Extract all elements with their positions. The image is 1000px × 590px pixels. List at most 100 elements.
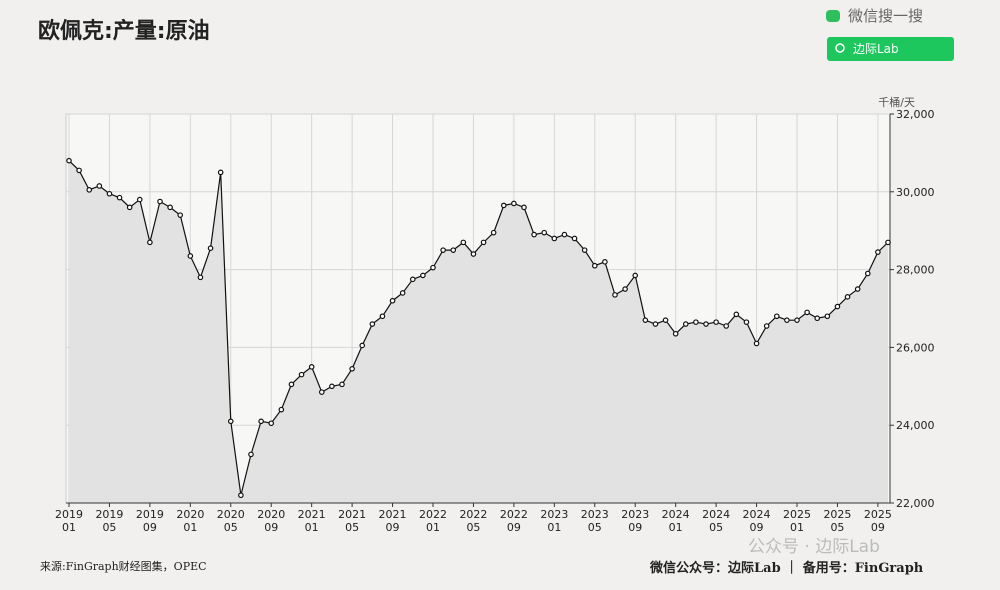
point	[733, 311, 740, 318]
point	[76, 167, 82, 174]
x-tick-label: 2020	[257, 508, 285, 521]
point	[177, 212, 184, 218]
point	[86, 187, 93, 193]
point	[217, 169, 224, 176]
point	[622, 286, 628, 292]
x-tick-label: 05	[224, 521, 238, 534]
x-tick-label: 05	[709, 521, 723, 534]
x-tick-label: 01	[669, 521, 683, 534]
x-tick-label: 01	[790, 521, 804, 534]
point	[318, 389, 325, 395]
point	[693, 319, 699, 325]
x-tick-label: 2024	[702, 508, 730, 521]
source: 来源:FinGraph财经图集，OPEC	[40, 559, 207, 573]
point	[470, 251, 477, 257]
point	[804, 309, 810, 316]
search-button[interactable]	[827, 37, 954, 61]
point	[753, 340, 760, 347]
x-tick-label: 09	[507, 521, 521, 534]
point	[116, 194, 123, 201]
point	[500, 202, 507, 209]
point	[227, 418, 234, 425]
chart-title: 欧佩克:产量:原油	[38, 18, 210, 44]
line	[68, 160, 889, 496]
point	[814, 315, 821, 322]
point	[743, 319, 750, 325]
x-tick-label: 2025	[783, 508, 811, 521]
point	[288, 381, 295, 388]
x-tick-label: 2021	[379, 508, 407, 521]
point	[763, 323, 770, 329]
x-tick-label: 05	[345, 521, 359, 534]
point	[652, 321, 659, 327]
point	[359, 342, 366, 349]
x-tick-label: 2021	[338, 508, 366, 521]
point	[541, 229, 548, 236]
point	[844, 294, 851, 300]
point	[349, 365, 355, 372]
x-tick-label: 05	[830, 521, 844, 534]
point	[723, 323, 730, 329]
point	[440, 247, 446, 253]
point	[248, 451, 254, 458]
x-tick-label: 09	[143, 521, 157, 534]
point	[591, 262, 598, 269]
x-tick-label: 2025	[864, 508, 892, 521]
point	[268, 420, 275, 427]
point	[885, 239, 891, 246]
point	[197, 274, 204, 281]
point	[96, 183, 103, 189]
point	[308, 364, 315, 370]
point	[480, 239, 487, 246]
point	[490, 229, 497, 236]
point	[581, 247, 588, 253]
x-tick-label: 2024	[662, 508, 690, 521]
x-tick-label: 01	[547, 521, 561, 534]
point	[136, 196, 143, 203]
x-tick-label: 01	[426, 521, 440, 534]
point	[389, 297, 396, 304]
point	[187, 253, 194, 259]
point	[521, 204, 527, 211]
y-tick-label: 28,000	[896, 264, 935, 277]
point	[298, 371, 305, 378]
point	[854, 286, 861, 292]
y-unit: 千桶/天	[878, 95, 915, 109]
x-tick-label: 2022	[419, 508, 447, 521]
y-tick-label: 32,000	[896, 108, 935, 121]
point	[561, 231, 568, 238]
point	[682, 321, 689, 327]
x-tick-label: 05	[102, 521, 116, 534]
x-tick-label: 2022	[500, 508, 528, 521]
x-tick-label: 2019	[136, 508, 164, 521]
watermark: 公众号 · 边际Lab	[748, 537, 880, 557]
x-tick-label: 09	[386, 521, 400, 534]
point	[834, 303, 841, 310]
x-tick-label: 2020	[217, 508, 245, 521]
x-tick-label: 01	[183, 521, 197, 534]
point	[329, 383, 335, 390]
point	[662, 317, 669, 323]
point	[450, 247, 457, 253]
search-icon	[835, 43, 845, 53]
point	[409, 276, 416, 283]
x-tick-label: 05	[466, 521, 480, 534]
point	[147, 239, 153, 246]
point	[773, 313, 780, 320]
y-tick-label: 22,000	[896, 497, 935, 510]
y-tick-label: 30,000	[896, 186, 935, 199]
point	[612, 292, 618, 298]
point	[672, 330, 679, 337]
point	[824, 313, 831, 320]
footer-account: 微信公众号：边际Lab ｜ 备用号：FinGraph	[649, 560, 924, 576]
point	[369, 321, 376, 327]
point	[703, 321, 709, 327]
point	[420, 272, 426, 279]
y-tick-label: 24,000	[896, 419, 935, 432]
point	[864, 270, 871, 277]
x-tick-label: 2019	[95, 508, 123, 521]
search-button-text[interactable]: 边际Lab	[853, 42, 899, 56]
x-tick-label: 2019	[55, 508, 83, 521]
x-tick-label: 2024	[743, 508, 771, 521]
